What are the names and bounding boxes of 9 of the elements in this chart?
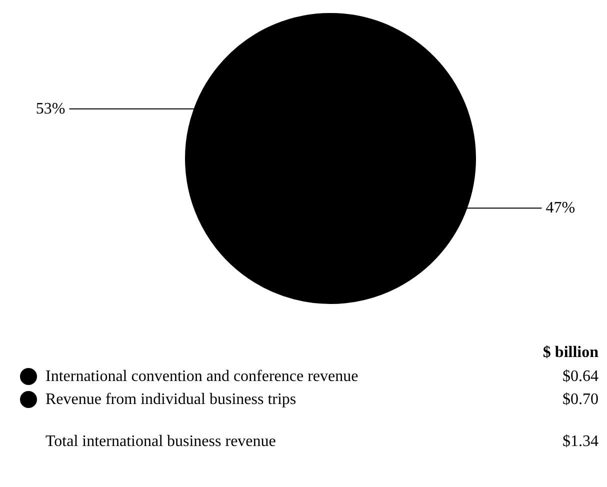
text: $0.64 [562, 368, 598, 385]
data-label: 47% [546, 200, 576, 217]
text: $0.70 [562, 391, 598, 408]
legend-label: International convention and conference revenue [46, 368, 358, 385]
text: $1.34 [562, 433, 598, 450]
legend-label: Revenue from individual business trips [46, 391, 296, 408]
text: $ billion [542, 344, 599, 361]
data-label: 53% [36, 100, 66, 118]
text: Total international business revenue [46, 433, 276, 450]
